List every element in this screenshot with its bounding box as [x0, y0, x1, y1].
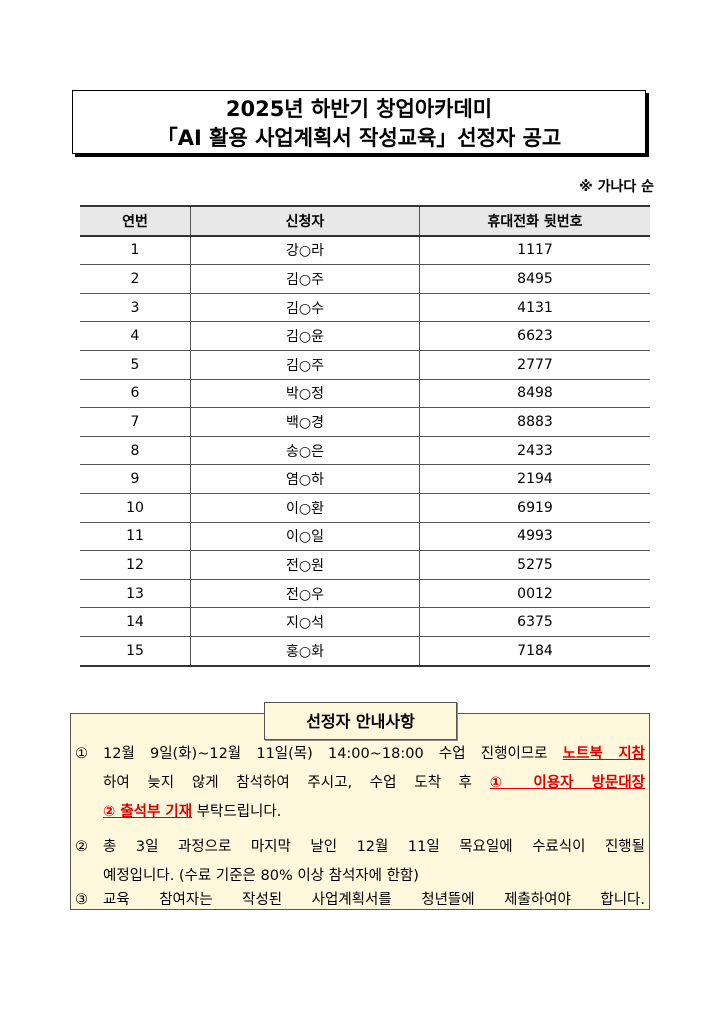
- table-row: 7 백○경 8883: [80, 407, 650, 437]
- table-row: 13 전○우 0012: [80, 578, 650, 609]
- info-item-3: ③ 교육 참여자는 작성된 사업계획서를 청년뜰에 제출하여야 합니다.: [75, 892, 645, 908]
- cell-phone: 2433: [419, 435, 650, 466]
- cell-name: 홍○화: [190, 635, 420, 667]
- cell-no: 8: [80, 435, 191, 466]
- cell-name: 전○원: [190, 550, 420, 580]
- cell-no: 13: [80, 578, 191, 609]
- cell-phone: 6919: [419, 492, 650, 523]
- cell-phone: 2777: [419, 349, 650, 380]
- title-line-1: 2025년 하반기 창업아카데미: [225, 97, 493, 121]
- header-no: 연번: [80, 205, 191, 237]
- cell-phone: 1117: [419, 235, 650, 266]
- cell-phone: 6623: [419, 321, 650, 351]
- info-item-1: ① 12월 9일(화)~12월 11일(목) 14:00~18:00 수업 진행이…: [75, 746, 646, 762]
- table-row: 1 강○라 1117: [80, 235, 650, 266]
- table-row: 11 이○일 4993: [80, 521, 650, 552]
- cell-no: 9: [80, 464, 191, 494]
- cell-no: 14: [80, 607, 191, 637]
- cell-no: 5: [80, 349, 191, 380]
- cell-name: 강○라: [190, 235, 420, 266]
- cell-name: 이○일: [190, 521, 420, 552]
- cell-name: 전○우: [190, 578, 420, 609]
- cell-name: 김○수: [190, 292, 420, 323]
- selection-table: 연번 신청자 휴대전화 뒷번호 1 강○라 1117 2 김○주 8495 3 김○수 4131…: [80, 205, 650, 667]
- cell-phone: 8495: [419, 264, 650, 294]
- cell-no: 1: [80, 235, 191, 266]
- table-row: 4 김○윤 6623: [80, 321, 650, 351]
- sort-note: ※ 가나다 순: [579, 179, 654, 195]
- table-row: 14 지○석 6375: [80, 607, 650, 637]
- title-line-2: 「AI 활용 사업계획서 작성교육」선정자 공고: [156, 126, 562, 150]
- table-row: 6 박○정 8498: [80, 378, 650, 409]
- cell-name: 김○주: [190, 264, 420, 294]
- cell-no: 7: [80, 407, 191, 437]
- cell-no: 4: [80, 321, 191, 351]
- cell-phone: 5275: [419, 550, 650, 580]
- info-box: 선정자 안내사항 ① 12월 9일(화)~12월 11일(목) 14:00~18:…: [70, 702, 650, 910]
- cell-phone: 8498: [419, 378, 650, 409]
- cell-phone: 0012: [419, 578, 650, 609]
- cell-no: 10: [80, 492, 191, 523]
- cell-no: 11: [80, 521, 191, 552]
- cell-name: 박○정: [190, 378, 420, 409]
- table-row: 3 김○수 4131: [80, 292, 650, 323]
- table-row: 5 김○주 2777: [80, 349, 650, 380]
- cell-no: 3: [80, 292, 191, 323]
- table-row: 15 홍○화 7184: [80, 635, 650, 667]
- table-row: 12 전○원 5275: [80, 550, 650, 580]
- cell-phone: 7184: [419, 635, 650, 667]
- page-title: 2025년 하반기 창업아카데미 「AI 활용 사업계획서 작성교육」선정자 공…: [72, 90, 646, 154]
- header-name: 신청자: [190, 205, 420, 237]
- cell-no: 12: [80, 550, 191, 580]
- cell-no: 15: [80, 635, 191, 667]
- table-row: 9 염○하 2194: [80, 464, 650, 494]
- cell-phone: 4131: [419, 292, 650, 323]
- table-row: 2 김○주 8495: [80, 264, 650, 294]
- header-phone: 휴대전화 뒷번호: [419, 205, 650, 237]
- cell-name: 김○윤: [190, 321, 420, 351]
- info-label: 선정자 안내사항: [264, 702, 457, 740]
- table-row: 10 이○환 6919: [80, 492, 650, 523]
- cell-name: 김○주: [190, 349, 420, 380]
- cell-phone: 4993: [419, 521, 650, 552]
- cell-phone: 8883: [419, 407, 650, 437]
- cell-phone: 2194: [419, 464, 650, 494]
- cell-name: 지○석: [190, 607, 420, 637]
- cell-no: 2: [80, 264, 191, 294]
- cell-name: 이○환: [190, 492, 420, 523]
- cell-phone: 6375: [419, 607, 650, 637]
- cell-name: 송○은: [190, 435, 420, 466]
- table-row: 8 송○은 2433: [80, 435, 650, 466]
- cell-no: 6: [80, 378, 191, 409]
- cell-name: 염○하: [190, 464, 420, 494]
- cell-name: 백○경: [190, 407, 420, 437]
